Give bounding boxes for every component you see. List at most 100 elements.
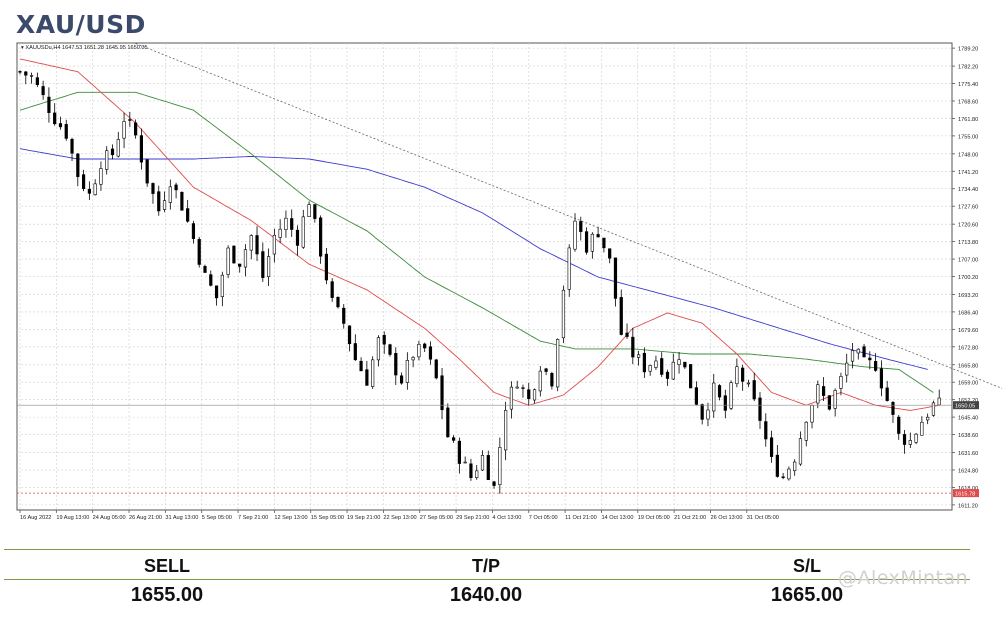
candle-body (307, 204, 311, 217)
candle-body (388, 344, 392, 355)
sl-header: S/L (792, 556, 821, 576)
candle-body (897, 416, 901, 434)
candle-body (556, 339, 560, 388)
candle-body (428, 346, 433, 360)
candle-body (238, 263, 242, 267)
x-tick-label: 31 Oct 05:00 (747, 515, 779, 521)
y-tick-label: 1789.20 (958, 47, 978, 53)
candle-body (353, 343, 357, 361)
candle-body (538, 370, 542, 392)
candle-body (827, 395, 831, 410)
candle-body (625, 332, 629, 337)
watermark: @AlexMintan (838, 567, 969, 589)
candle-body (515, 386, 519, 389)
candle-body (41, 86, 45, 96)
y-tick-label: 1665.80 (958, 363, 978, 369)
tp-value: 1640.00 (449, 584, 523, 606)
candle-body (868, 357, 872, 361)
candle-body (781, 476, 785, 478)
x-tick-label: 27 Sep 05:00 (420, 515, 453, 521)
candle-body (457, 440, 461, 464)
x-tick-label: 19 Oct 05:00 (638, 515, 670, 521)
candle-body (741, 367, 745, 382)
candle-body (365, 369, 369, 386)
y-tick-label: 1652.20 (958, 398, 978, 404)
candle-body (521, 387, 525, 389)
candle-body (105, 150, 109, 170)
candle-body (567, 247, 571, 290)
candle-body (405, 360, 409, 383)
candle-body (769, 437, 774, 457)
x-tick-label: 31 Aug 13:00 (165, 515, 198, 521)
candle-body (261, 251, 265, 278)
candle-body (509, 386, 514, 410)
y-tick-label: 1679.60 (958, 328, 978, 334)
candle-body (856, 348, 860, 354)
candle-body (145, 159, 149, 184)
candle-body (278, 228, 282, 238)
candle-body (700, 404, 704, 420)
candle-body (371, 359, 375, 387)
candle-body (816, 384, 820, 404)
x-tick-label: 19 Aug 13:00 (56, 515, 89, 521)
candle-body (76, 153, 80, 177)
candle-body (793, 461, 797, 472)
candle-body (908, 440, 912, 445)
candle-body (492, 481, 496, 486)
candle-body (845, 362, 849, 376)
sell-header: SELL (143, 556, 190, 576)
candle-body (504, 410, 508, 451)
page-title: XAU/USD (16, 10, 146, 39)
candle-body (359, 360, 363, 372)
candle-body (122, 121, 126, 139)
y-tick-label: 1775.40 (958, 82, 978, 88)
y-tick-label: 1782.20 (958, 65, 978, 71)
candle-body (128, 119, 132, 121)
candle-body (139, 135, 144, 163)
candle-body (81, 174, 86, 189)
x-tick-label: 15 Sep 05:00 (311, 515, 344, 521)
candle-body (636, 354, 641, 358)
candle-body (821, 386, 826, 396)
table-mid-line (4, 579, 970, 580)
candle-body (579, 221, 583, 232)
candle-body (891, 402, 895, 415)
candle-body (833, 390, 837, 409)
x-tick-label: 12 Sep 13:00 (274, 515, 307, 521)
x-tick-label: 14 Oct 13:00 (601, 515, 633, 521)
candle-body (411, 357, 415, 361)
ma-green-line (19, 91, 934, 393)
candle-body (706, 409, 710, 420)
candle-body (660, 358, 664, 375)
candle-body (902, 434, 907, 445)
candle-body (197, 239, 201, 265)
candle-body (654, 360, 658, 368)
candle-body (746, 382, 751, 385)
x-tick-label: 7 Oct 05:00 (529, 515, 558, 521)
candle-body (665, 371, 670, 379)
candle-body (810, 405, 814, 423)
candle-body (920, 421, 924, 436)
candle-body (879, 368, 884, 389)
candle-body (475, 470, 479, 478)
y-tick-label: 1755.00 (958, 134, 978, 140)
candle-body (480, 454, 485, 471)
candle-body (602, 237, 606, 249)
candle-body (336, 296, 340, 308)
candle-body (584, 231, 589, 253)
x-tick-label: 19 Sep 21:00 (347, 515, 380, 521)
candle-body (399, 375, 404, 384)
candle-body (70, 138, 74, 154)
target-price-label: 1615.78 (955, 492, 975, 498)
x-tick-label: 11 Oct 21:00 (565, 515, 597, 521)
x-tick-label: 26 Oct 13:00 (710, 515, 742, 521)
candle-body (596, 234, 600, 238)
x-tick-label: 7 Sep 21:00 (238, 515, 268, 521)
price-chart: 1789.20 1782.20 1775.40 1768.60 1761.80 1755.… (16, 42, 1002, 521)
candle-body (301, 216, 305, 248)
y-tick-label: 1713.80 (958, 240, 978, 246)
candle-body (87, 188, 91, 194)
candle-body (64, 124, 68, 139)
candle-body (862, 346, 866, 358)
candle-body (417, 344, 421, 358)
